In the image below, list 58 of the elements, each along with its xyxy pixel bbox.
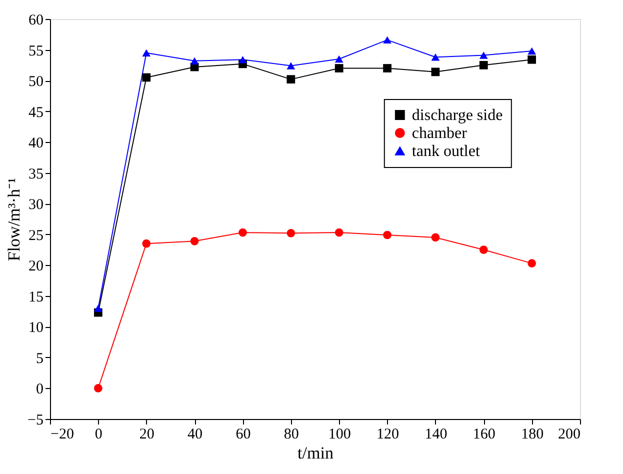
x-axis-title: t/min [298, 444, 334, 462]
point [479, 246, 488, 254]
legend-label: chamber [412, 125, 468, 142]
y-tick-label: 40 [28, 136, 44, 152]
point [383, 64, 392, 72]
point [238, 56, 247, 64]
y-tick-label: 55 [28, 43, 44, 60]
y-tick-label: 30 [28, 197, 44, 214]
point [528, 259, 536, 268]
x-tick-label: 60 [236, 426, 251, 442]
x-tick-label: 180 [521, 426, 544, 442]
point [431, 233, 440, 242]
y-tick-label: 0 [36, 382, 44, 398]
point [479, 60, 488, 70]
y-tick-label: 15 [28, 289, 44, 306]
y-tick-label: 5 [36, 350, 44, 367]
point [431, 68, 440, 76]
x-tick-label: 160 [472, 426, 496, 442]
x-tick-label: 120 [376, 426, 400, 442]
point [479, 52, 488, 59]
x-tick-label: 140 [424, 426, 448, 442]
point [94, 304, 102, 312]
x-tick-label: 20 [139, 426, 154, 442]
y-tick-label: 25 [28, 228, 44, 244]
point [286, 228, 296, 238]
point [190, 236, 199, 246]
point [383, 230, 392, 240]
y-tick-label: 45 [28, 104, 44, 121]
point [383, 36, 392, 44]
point [334, 228, 344, 237]
point [142, 239, 151, 248]
point [142, 49, 151, 56]
point [528, 47, 536, 55]
x-tick-label: 40 [188, 426, 203, 442]
x-tick-label: 80 [284, 426, 299, 442]
point [94, 384, 102, 392]
y-tick-label: 20 [28, 258, 44, 275]
point [286, 75, 296, 84]
point [334, 55, 344, 63]
x-tick-label: −20 [50, 426, 74, 442]
point [431, 54, 440, 61]
x-tick-label: 0 [94, 426, 102, 442]
y-axis-title: Flow/m³·h⁻¹ [4, 178, 24, 262]
point [334, 64, 344, 72]
point [528, 55, 536, 64]
y-tick-label: 50 [28, 74, 44, 90]
x-tick-label: 200 [558, 426, 580, 442]
y-tick-label: 60 [28, 12, 44, 28]
legend-label: discharge side [412, 107, 503, 124]
legend-label: tank outlet [412, 143, 480, 160]
y-tick-label: 10 [28, 320, 44, 336]
point [238, 228, 247, 237]
y-tick-label: −5 [28, 412, 44, 428]
point [142, 73, 151, 82]
y-tick-label: 35 [28, 166, 44, 182]
point [190, 57, 199, 64]
point [286, 62, 296, 70]
x-tick-label: 100 [328, 426, 351, 442]
